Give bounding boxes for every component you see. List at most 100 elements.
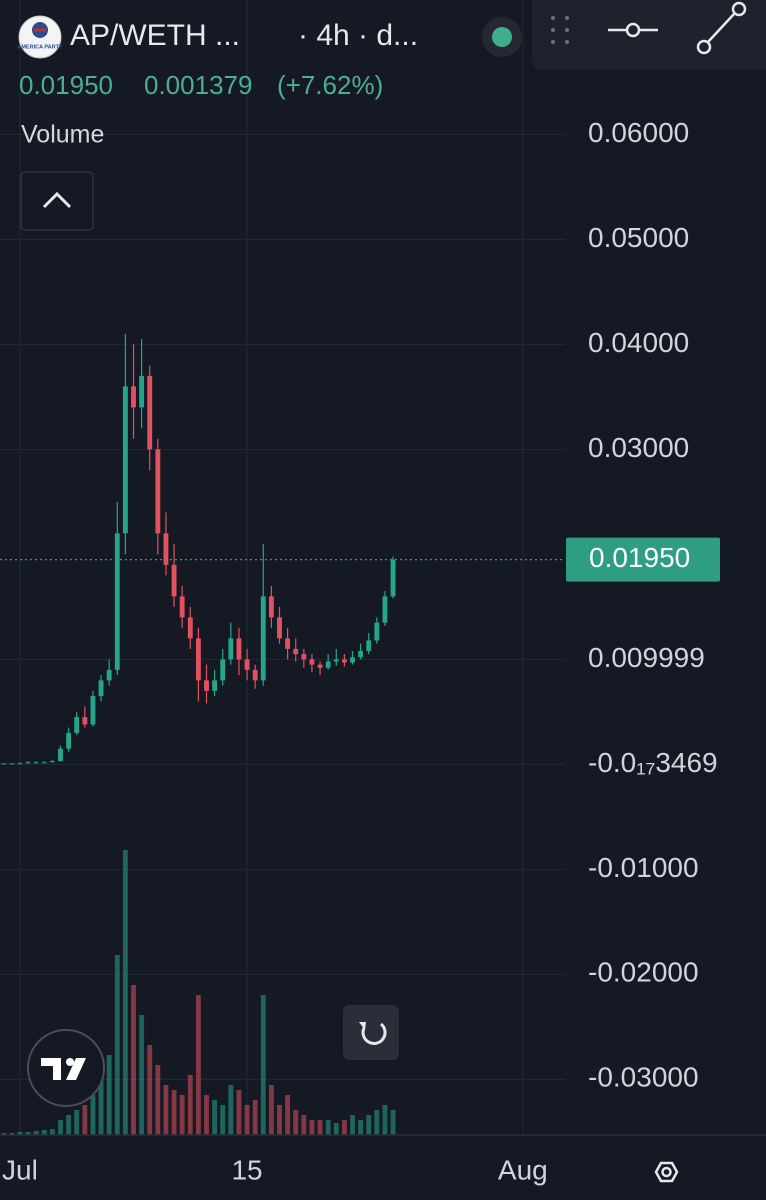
y-tick-label: 0.04000	[588, 327, 689, 358]
y-tick-label: 0.03000	[588, 432, 689, 463]
y-tick-label: 0.06000	[588, 117, 689, 148]
logo-text: AMERICA PARTY	[17, 44, 63, 50]
drawing-toolbar	[532, 0, 766, 70]
candle-body	[268, 596, 274, 618]
candle-body	[74, 717, 80, 733]
volume-bar	[163, 1085, 169, 1135]
candle-body	[228, 638, 234, 660]
volume-bar	[366, 1115, 372, 1135]
candle-body	[244, 659, 250, 670]
candle-body	[90, 696, 96, 725]
volume-bar	[98, 1075, 104, 1135]
candle-body	[204, 680, 209, 691]
candle-body	[293, 648, 299, 655]
volume-bar	[66, 1115, 72, 1135]
interval-info[interactable]: · 4h · d...	[298, 19, 418, 52]
settings-button[interactable]	[654, 1161, 679, 1183]
volume-bar	[122, 850, 128, 1135]
trend-line-tool[interactable]	[696, 1, 747, 55]
candle-body	[333, 659, 339, 662]
candle-body	[66, 732, 72, 749]
volume-bar	[204, 1095, 209, 1135]
volume-bar	[236, 1090, 242, 1135]
candle-body	[49, 761, 55, 763]
volume-bar	[317, 1120, 323, 1135]
volume-bar	[147, 1045, 153, 1135]
volume-bar	[131, 985, 136, 1135]
collapse-icon	[42, 191, 72, 209]
candle-body	[58, 748, 63, 762]
candle-body	[139, 375, 145, 408]
volume-bar	[309, 1120, 315, 1135]
volume-bar	[82, 1105, 88, 1135]
candle-body	[9, 763, 15, 765]
candle-body	[155, 449, 161, 534]
volume-bar	[179, 1095, 185, 1135]
logo-dot	[66, 1058, 74, 1066]
volume-bar	[382, 1105, 388, 1135]
volume-bar	[155, 1065, 161, 1135]
volume-bar	[244, 1105, 250, 1135]
candle-body	[236, 638, 242, 660]
volume-legend: Volume	[21, 121, 104, 149]
candle-body	[122, 386, 128, 534]
symbol-title[interactable]: AP/WETH ...	[70, 19, 240, 52]
reset-button[interactable]	[343, 1005, 399, 1060]
candle-body	[114, 533, 120, 670]
drag-handle[interactable]	[551, 16, 569, 44]
candle-body	[252, 669, 258, 681]
candle-body	[220, 659, 226, 681]
volume-bar	[390, 1110, 396, 1135]
volume-bar	[74, 1110, 80, 1135]
x-tick-label: Jul	[2, 1154, 38, 1185]
candle-body	[33, 762, 39, 764]
volume-bar	[301, 1115, 307, 1135]
logo-mark	[41, 1058, 86, 1080]
volume-bar	[58, 1120, 63, 1135]
horizontal-line-tool[interactable]	[608, 22, 658, 38]
volume-bar	[106, 1055, 112, 1135]
volume-bar	[333, 1123, 339, 1135]
candle-layer	[1, 333, 396, 765]
candle-body	[341, 659, 347, 663]
candle-body	[212, 680, 218, 691]
x-tick-label: Aug	[498, 1154, 548, 1185]
volume-bar	[25, 1132, 31, 1135]
candle-body	[106, 669, 112, 681]
collapse-button[interactable]	[20, 171, 94, 231]
volume-bar	[139, 1015, 145, 1135]
tradingview-logo[interactable]	[27, 1029, 105, 1107]
candle-body	[350, 657, 355, 663]
candle-body	[195, 638, 201, 681]
candle-body	[358, 650, 364, 658]
candle-body	[260, 596, 266, 681]
candle-body	[179, 596, 185, 618]
candle-body	[317, 664, 323, 668]
change-percent: (+7.62%)	[277, 70, 383, 100]
volume-bar	[212, 1100, 218, 1135]
volume-bar	[228, 1085, 234, 1135]
volume-bar	[374, 1110, 380, 1135]
volume-bar	[9, 1133, 15, 1135]
candle-body	[382, 596, 388, 623]
volume-bar	[195, 995, 201, 1135]
candle-body	[1, 763, 7, 765]
volume-bar	[33, 1131, 39, 1135]
x-tick-label: 15	[231, 1154, 262, 1185]
candle-body	[171, 564, 177, 597]
volume-bar	[17, 1132, 23, 1135]
last-price-label: 0.01950	[589, 542, 690, 573]
last-price-box	[566, 537, 720, 582]
reset-icon	[361, 1022, 387, 1046]
candle-body	[301, 654, 307, 660]
volume-bar	[187, 1075, 193, 1135]
y-tick-label: -0.02000	[588, 957, 699, 988]
reset-arrow	[359, 1022, 366, 1030]
y-tick-label: -0.01000	[588, 852, 699, 883]
volume-bar	[90, 1095, 96, 1135]
volume-bar	[49, 1129, 55, 1135]
candle-body	[41, 762, 47, 764]
volume-bar	[268, 1085, 274, 1135]
volume-bar	[325, 1120, 331, 1135]
